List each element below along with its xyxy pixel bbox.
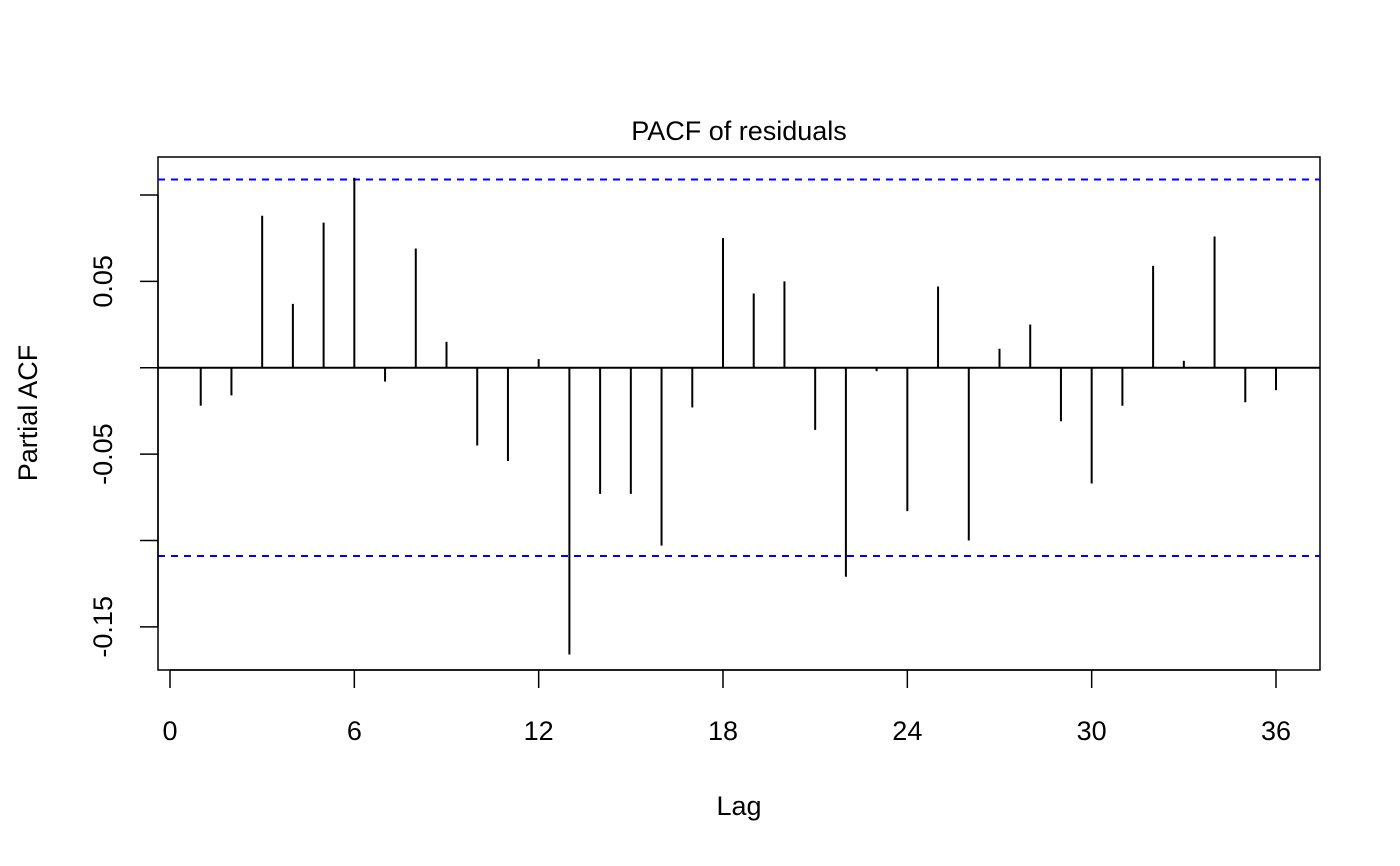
y-tick-label: -0.15	[88, 596, 118, 658]
y-axis-label: Partial ACF	[13, 345, 43, 482]
x-tick-label: 18	[708, 716, 738, 746]
y-tick-label: 0.05	[88, 255, 118, 308]
x-tick-label: 0	[162, 716, 177, 746]
x-tick-label: 6	[347, 716, 362, 746]
x-axis-label: Lag	[716, 791, 761, 821]
pacf-bars	[199, 177, 1277, 655]
x-axis: 0 6 12 18 24 30 36	[162, 669, 1291, 746]
x-tick-label: 30	[1077, 716, 1107, 746]
plot-frame	[157, 156, 1321, 671]
y-tick-label: -0.05	[88, 423, 118, 485]
confidence-bounds	[158, 178, 1320, 557]
y-axis: 0.05 -0.05 -0.15	[88, 194, 159, 658]
x-tick-label: 12	[524, 716, 554, 746]
x-tick-label: 36	[1261, 716, 1291, 746]
x-tick-label: 24	[892, 716, 922, 746]
chart-title: PACF of residuals	[631, 116, 847, 146]
